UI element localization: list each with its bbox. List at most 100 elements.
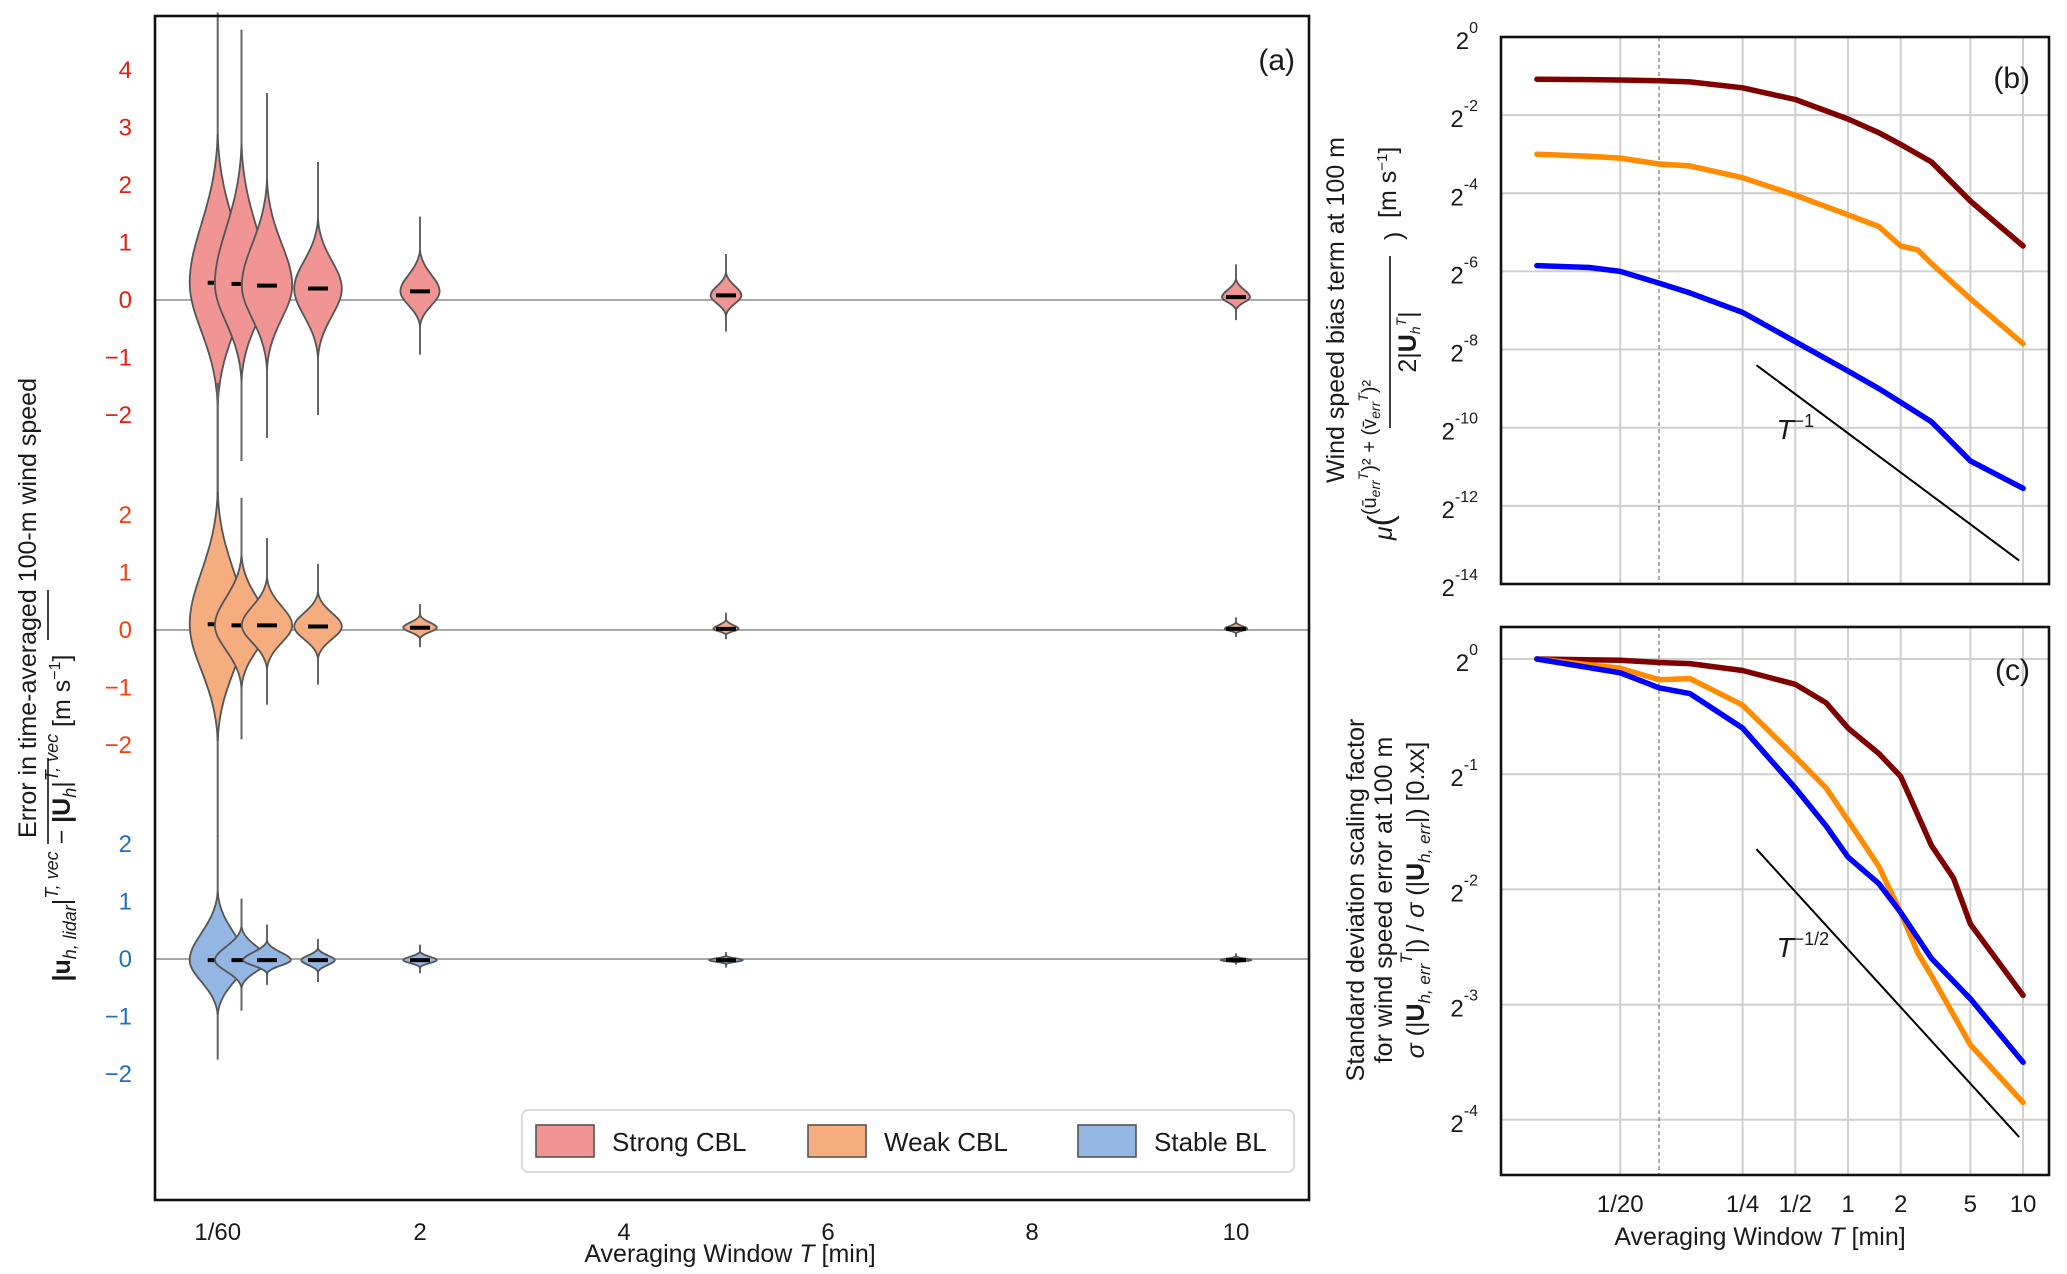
y-axis-label-line1: Wind speed bias term at 100 m — [1322, 137, 1350, 483]
y-tick-label: 3 — [119, 115, 132, 142]
grid — [1501, 37, 2049, 584]
y-axis-label: Standard deviation scaling factor for wi… — [1342, 719, 1434, 1082]
y-tick-label: 2-10 — [1442, 411, 1479, 446]
x-tick-label: 8 — [1025, 1219, 1038, 1246]
y-tick-label: 2-4 — [1450, 1103, 1478, 1138]
violin-body — [240, 179, 294, 370]
legend-swatch — [807, 1124, 867, 1158]
violin-body — [240, 577, 294, 670]
x-tick-label: 10 — [2010, 1191, 2037, 1218]
series-line-weak-cbl — [1534, 656, 2026, 1106]
y-tick-label: 2-6 — [1450, 254, 1478, 289]
y-axis-label: Error in time-averaged 100-m wind speed … — [14, 378, 80, 981]
violins — [188, 12, 1253, 1060]
y-axis-label: Wind speed bias term at 100 m μ((ūerrT)²… — [1322, 137, 1423, 541]
svg-text:2|UhT|: 2|UhT| — [1393, 311, 1423, 372]
y-axis-label-line2: |uh, lidar|T, vec − |Uh|T, vec [m s−1] — [42, 590, 80, 981]
legend-label: Stable BL — [1154, 1127, 1267, 1157]
y-tick-label: 20 — [1456, 20, 1478, 55]
x-tick-label: 1/60 — [194, 1219, 241, 1246]
reference-line: T−1/2 — [1755, 848, 2020, 1138]
reference-label: T−1 — [1776, 411, 1814, 445]
panel-c-line-chart: T−1/2 20 2-1 2-2 2-3 2-4 1/20 1/4 1/2 1 2 5 10 (c)… — [1342, 625, 2051, 1251]
legend-swatch — [535, 1124, 595, 1158]
y-tick-label: −1 — [105, 345, 132, 372]
legend-label: Weak CBL — [884, 1127, 1008, 1157]
y-axis-label-line3: σ (|Uh, errT|) / σ (|Uh, err|) [0.xx] — [1397, 742, 1434, 1059]
y-tick-label: −2 — [105, 732, 132, 759]
y-tick-label: 2-8 — [1450, 333, 1478, 368]
y-tick-labels: 20 2-2 2-4 2-6 2-8 2-10 2-12 2-14 — [1442, 20, 1479, 602]
svg-text:|uh, lidar|T, vec − |Uh|T, vec: |uh, lidar|T, vec − |Uh|T, vec [m s−1] — [42, 655, 80, 982]
y-tick-label: 2 — [119, 831, 132, 858]
y-axis-label-line2: for wind speed error at 100 m — [1370, 737, 1398, 1064]
panel-label-a: (a) — [1258, 44, 1295, 77]
y-tick-label: 1 — [119, 560, 132, 587]
reference-label: T−1/2 — [1776, 929, 1829, 963]
panel-label-b: (b) — [1993, 62, 2030, 95]
y-axis-label-line2: μ((ūerrT)² + (v̄errT)² 2|UhT| ) [m s−1] — [1355, 147, 1423, 541]
svg-text:): ) — [1380, 232, 1408, 240]
x-tick-label: 1/4 — [1726, 1191, 1759, 1218]
x-tick-label: 4 — [617, 1219, 630, 1246]
y-tick-label: 2-14 — [1442, 567, 1479, 602]
y-tick-label: 1 — [119, 889, 132, 916]
x-tick-labels: 1/20 1/4 1/2 1 2 5 10 — [1597, 1191, 2037, 1218]
y-tick-label: 2-2 — [1450, 872, 1478, 907]
y-tick-label: 2-2 — [1450, 98, 1478, 133]
plot-frame — [1499, 35, 2051, 586]
series-lines — [1534, 656, 2026, 1106]
svg-text:μ((ūerrT)² + (v̄errT)²: μ((ūerrT)² + (v̄errT)² — [1355, 380, 1400, 542]
y-tick-label: 20 — [1456, 642, 1478, 677]
y-tick-label: −2 — [105, 402, 132, 429]
x-tick-label: 2 — [413, 1219, 426, 1246]
y-tick-label: 2-4 — [1450, 176, 1478, 211]
series-line-stable-bl — [1534, 656, 2026, 1065]
svg-text:[m s−1]: [m s−1] — [1374, 147, 1402, 218]
x-tick-label: 1/2 — [1779, 1191, 1812, 1218]
x-axis-label: Averaging Window T [min] — [584, 1240, 875, 1268]
y-tick-labels: 4 3 2 1 0 −1 −2 2 1 0 −1 −2 2 1 0 −1 −2 — [105, 57, 132, 1088]
reference-slope-line — [1755, 364, 2020, 562]
grid — [1501, 627, 2049, 1175]
series-line-strong-cbl — [1534, 76, 2026, 249]
y-tick-label: −1 — [105, 1004, 132, 1031]
x-tick-label: 5 — [1964, 1191, 1977, 1218]
x-axis-label: Averaging Window T [min] — [1614, 1223, 1905, 1251]
reference-line: T−1 — [1755, 364, 2020, 562]
y-axis-label-line1: Standard deviation scaling factor — [1342, 719, 1370, 1082]
legend: Strong CBL Weak CBL Stable BL — [521, 1109, 1295, 1173]
y-tick-label: 0 — [119, 287, 132, 314]
violin-body — [1221, 278, 1251, 313]
x-tick-label: 2 — [1894, 1191, 1907, 1218]
y-tick-label: 2-3 — [1450, 988, 1478, 1023]
series-line-stable-bl — [1534, 262, 2026, 492]
series-lines — [1534, 76, 2026, 492]
series-line-weak-cbl — [1534, 151, 2026, 347]
x-tick-label: 6 — [821, 1219, 834, 1246]
y-tick-label: −2 — [105, 1061, 132, 1088]
series-line-strong-cbl — [1534, 656, 2026, 999]
x-tick-label: 10 — [1223, 1219, 1250, 1246]
plot-frame — [153, 14, 1311, 1202]
x-tick-label: 1/20 — [1597, 1191, 1644, 1218]
y-axis-label-line1: Error in time-averaged 100-m wind speed — [14, 378, 42, 838]
panel-label-c: (c) — [1995, 654, 2030, 687]
y-tick-labels: 20 2-1 2-2 2-3 2-4 — [1450, 642, 1478, 1138]
y-tick-label: −1 — [105, 675, 132, 702]
legend-swatch — [1077, 1124, 1137, 1158]
x-tick-label: 1 — [1841, 1191, 1854, 1218]
y-tick-label: 0 — [119, 946, 132, 973]
y-tick-label: 2-1 — [1450, 757, 1478, 792]
y-tick-label: 2 — [119, 172, 132, 199]
y-tick-label: 0 — [119, 617, 132, 644]
violin-body — [242, 940, 292, 977]
y-tick-label: 4 — [119, 57, 132, 84]
plot-frame — [1499, 625, 2051, 1177]
panel-b-line-chart: T−1 20 2-2 2-4 2-6 2-8 2-10 2-12 2-14 (b) Wind … — [1322, 20, 2051, 602]
x-tick-labels: 1/60 2 4 6 8 10 — [194, 1219, 1249, 1246]
legend-label: Strong CBL — [612, 1127, 746, 1157]
y-tick-label: 2-12 — [1442, 489, 1479, 524]
